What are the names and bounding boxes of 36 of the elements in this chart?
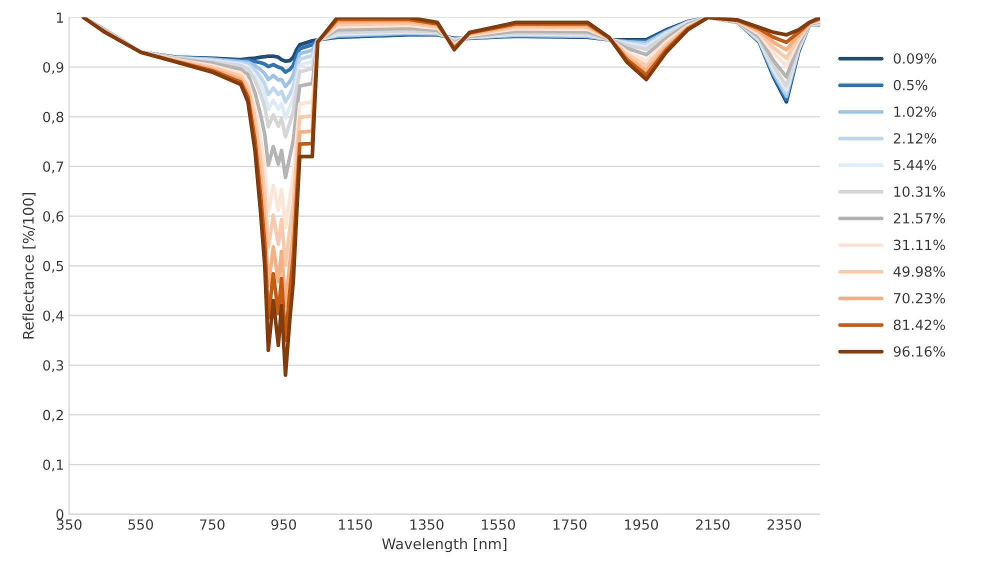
- y-tick-label: 0,3: [43, 360, 64, 372]
- x-tick-label: 950: [271, 519, 296, 530]
- legend-label: 96.16%: [894, 346, 946, 357]
- legend-label: 70.23%: [894, 292, 946, 304]
- legend-label: 2.12%: [894, 133, 936, 144]
- y-tick-label: 0: [56, 509, 64, 520]
- x-tick-label: 750: [200, 519, 225, 530]
- legend-label: 10.31%: [894, 186, 946, 197]
- y-tick-label: 0,8: [43, 112, 64, 124]
- legend-label: 0.09%: [894, 53, 936, 64]
- x-axis-title: Wavelength [nm]: [382, 538, 506, 552]
- y-tick-label: 0,7: [43, 161, 64, 174]
- x-tick-label: 2150: [696, 519, 730, 530]
- y-tick-label: 0,2: [43, 410, 63, 422]
- legend-label: 81.42%: [894, 320, 946, 330]
- legend-label: 5.44%: [894, 160, 936, 170]
- y-tick-label: 0,9: [43, 62, 64, 74]
- x-tick-label: 1550: [482, 519, 515, 530]
- legend-label: 31.11%: [894, 240, 946, 250]
- x-tick-label: 1350: [410, 519, 444, 530]
- y-tick-label: 0,5: [43, 260, 64, 273]
- legend-label: 1.02%: [894, 106, 936, 117]
- y-axis-title: Reflectance [%/100]: [22, 192, 36, 338]
- x-tick-label: 1950: [625, 519, 658, 530]
- y-tick-label: 1: [56, 12, 64, 23]
- x-tick-label: 1150: [339, 519, 372, 530]
- legend-label: 49.98%: [894, 266, 946, 277]
- x-tick-label: 350: [56, 519, 82, 530]
- y-tick-label: 0,6: [43, 211, 64, 224]
- y-tick-label: 0,1: [43, 459, 64, 472]
- x-tick-label: 2350: [768, 519, 802, 530]
- legend-label: 0.5%: [894, 80, 928, 90]
- x-tick-label: 550: [128, 519, 154, 530]
- y-tick-label: 0,4: [43, 310, 64, 322]
- legend-label: 21.57%: [894, 213, 946, 224]
- x-tick-label: 1750: [554, 519, 586, 530]
